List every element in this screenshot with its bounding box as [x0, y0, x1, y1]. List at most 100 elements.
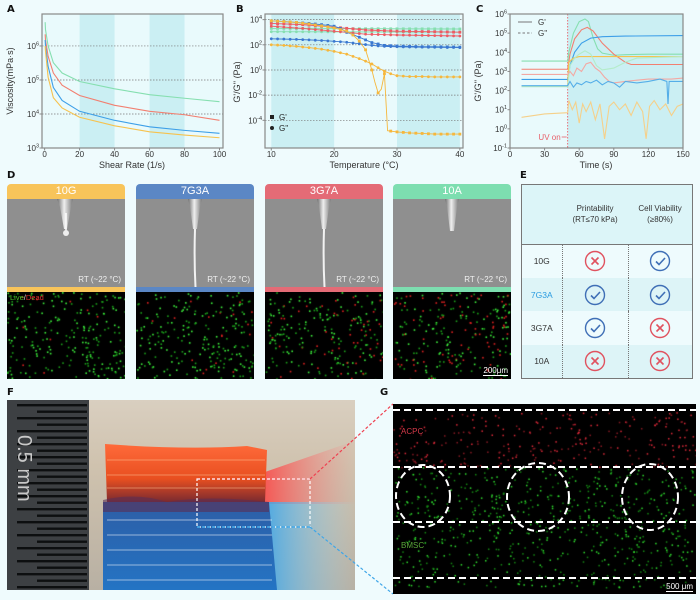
- data-point: [433, 34, 437, 38]
- ruler-tick: [37, 462, 87, 465]
- data-point: [376, 91, 380, 95]
- printability-cell: [561, 311, 629, 345]
- series-3: [44, 39, 220, 134]
- data-point: [364, 43, 367, 46]
- data-point: [408, 45, 411, 49]
- data-point: [376, 42, 380, 46]
- data-point: [326, 24, 330, 27]
- data-point: [458, 46, 462, 49]
- data-point: [326, 39, 330, 43]
- data-point: [339, 40, 342, 44]
- data-point: [320, 27, 323, 30]
- nozzle-icon: [317, 199, 331, 287]
- data-point: [414, 45, 418, 49]
- plot-area: [42, 14, 223, 148]
- data-point: [295, 21, 298, 24]
- region-outlines: [393, 409, 696, 579]
- data-point: [269, 43, 273, 47]
- x-tick-label: 60: [575, 150, 584, 159]
- data-point: [414, 33, 418, 37]
- data-point: [433, 132, 437, 136]
- x-tick-label: 10: [267, 150, 276, 159]
- uv-curing-chart: G'/G'' (Pa) Time (s) 0 30 60 90 120 150 10-1 10…: [473, 10, 690, 171]
- data-point: [452, 132, 455, 136]
- series-2: [521, 26, 683, 70]
- x-tick-label: 0: [508, 150, 513, 159]
- series-5: [521, 50, 684, 88]
- header-empty: [521, 184, 562, 245]
- y-tick-label: 102: [250, 40, 262, 50]
- temperature-condition: RT (~22 °C): [207, 275, 250, 284]
- x-icon: [650, 317, 671, 339]
- row-label: 3G7A: [530, 322, 553, 333]
- ruler-tick: [37, 423, 87, 426]
- ruler: 0.5 mm: [7, 400, 89, 590]
- data-point: [351, 54, 355, 58]
- series-2: [44, 34, 220, 121]
- data-point: [376, 33, 380, 36]
- ruler-tick: [17, 586, 87, 589]
- data-point: [445, 34, 449, 38]
- series-6: [269, 37, 462, 49]
- data-point: [276, 22, 279, 26]
- data-point: [313, 46, 317, 50]
- data-point: [320, 24, 323, 28]
- axes-frame: [41, 13, 224, 149]
- data-point: [301, 45, 305, 49]
- uv-on-annotation: UV on: [538, 133, 560, 142]
- live-dead-micrograph: [7, 292, 125, 379]
- panel-label-f: F: [7, 387, 14, 398]
- data-point: [288, 30, 292, 34]
- data-point: [395, 130, 399, 134]
- temperature-sweep-chart: G'/G'' (Pa) Temperature (°C) 10 20 30 40 10-…: [232, 13, 465, 170]
- data-point: [408, 131, 411, 135]
- x-tick-label: 60: [145, 150, 154, 159]
- data-point: [276, 37, 279, 41]
- y-axis-label: G'/G'' (Pa): [473, 60, 483, 101]
- nozzle-icon: [188, 199, 202, 287]
- y-tick-label: 104: [27, 109, 39, 119]
- data-point: [376, 66, 380, 70]
- series-7: [521, 78, 683, 104]
- data-point: [370, 62, 374, 66]
- table-row: 3G7A: [522, 311, 693, 345]
- check-icon: [650, 251, 671, 272]
- slash: /: [23, 293, 26, 302]
- data-point: [276, 19, 279, 23]
- panel-label-c: C: [476, 4, 484, 15]
- table-row: 10A: [521, 344, 693, 379]
- data-point: [345, 26, 349, 30]
- axes-frame: [264, 13, 464, 149]
- data-point: [364, 32, 367, 36]
- live-label: Live: [10, 293, 24, 302]
- card-title: 3G7A: [265, 184, 383, 199]
- data-point: [427, 75, 430, 79]
- x-tick-label: 120: [642, 150, 656, 159]
- data-point: [269, 37, 273, 41]
- data-point: [269, 22, 273, 25]
- x-tick-label: 40: [110, 150, 119, 159]
- data-point: [326, 27, 330, 30]
- scale-bar: 500 μm: [666, 582, 693, 592]
- data-point: [276, 43, 279, 47]
- y-tick-label: 103: [495, 67, 507, 77]
- data-point: [345, 29, 349, 33]
- data-point: [320, 39, 323, 42]
- coculture-fluorescence-image: ACPC BMSC 500 μm: [393, 404, 696, 594]
- data-point: [458, 132, 462, 136]
- check-icon: [650, 284, 671, 305]
- pore-outline: [621, 463, 679, 531]
- ruler-tick: [17, 495, 87, 498]
- data-point: [458, 27, 462, 31]
- data-point: [370, 41, 374, 44]
- header-cell-viability: Cell Viability (≥80%): [628, 184, 693, 245]
- panel-label-d: D: [7, 170, 16, 181]
- y-tick-label: 106: [495, 10, 507, 20]
- data-point: [376, 44, 380, 48]
- data-point: [332, 26, 336, 30]
- color-strip: [136, 287, 254, 292]
- data-point: [370, 32, 374, 36]
- series-line: [521, 99, 684, 139]
- live-dead-micrograph: [265, 292, 383, 379]
- ruler-tick: [37, 449, 87, 452]
